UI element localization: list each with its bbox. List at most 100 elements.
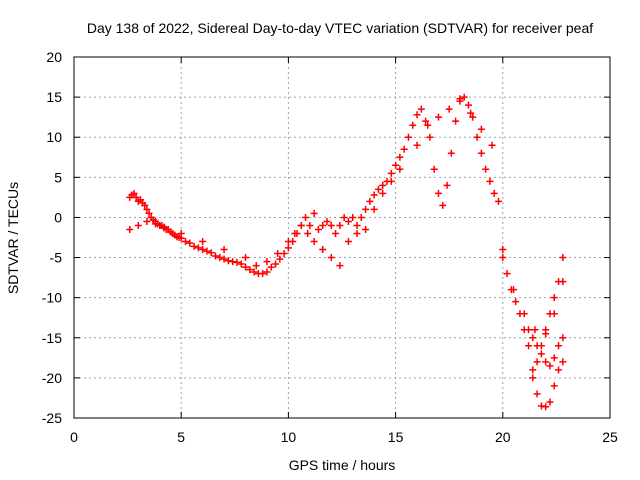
data-point (520, 310, 528, 318)
data-point (126, 225, 134, 233)
data-point (542, 358, 550, 366)
data-point (400, 145, 408, 153)
data-point (229, 258, 237, 266)
data-points (126, 93, 567, 411)
data-point (546, 310, 554, 318)
data-point (490, 189, 498, 197)
data-point (151, 220, 159, 228)
data-point (130, 189, 138, 197)
data-point (413, 141, 421, 149)
data-point (529, 366, 537, 374)
data-point (499, 246, 507, 254)
data-point (542, 403, 550, 411)
data-point (242, 263, 250, 271)
data-point (291, 229, 299, 237)
y-tick-label: 20 (46, 49, 62, 65)
data-point (237, 260, 245, 268)
data-point (259, 270, 267, 278)
data-point (263, 258, 271, 266)
data-point (387, 177, 395, 185)
data-point (512, 298, 520, 306)
data-point (362, 205, 370, 213)
data-point (533, 390, 541, 398)
data-point (555, 342, 563, 350)
data-point (396, 153, 404, 161)
data-point (314, 225, 322, 233)
data-point (447, 149, 455, 157)
data-point (186, 239, 194, 247)
data-point (495, 197, 503, 205)
data-point (469, 113, 477, 121)
y-tick-label: -25 (42, 410, 62, 426)
data-point (533, 358, 541, 366)
data-point (456, 97, 464, 105)
x-tick-label: 10 (281, 429, 297, 445)
data-point (134, 221, 142, 229)
data-point (357, 213, 365, 221)
data-point (434, 113, 442, 121)
data-point (531, 326, 539, 334)
data-point (546, 362, 554, 370)
data-point (344, 217, 352, 225)
data-point (190, 242, 198, 250)
data-point (529, 374, 537, 382)
data-point (353, 229, 361, 237)
data-point (370, 191, 378, 199)
data-point (374, 185, 382, 193)
x-tick-label: 0 (70, 429, 78, 445)
data-point (220, 255, 228, 263)
data-point (473, 133, 481, 141)
y-tick-label: 15 (46, 89, 62, 105)
data-point (274, 250, 282, 258)
data-point (362, 225, 370, 233)
x-tick-label: 15 (388, 429, 404, 445)
data-point (482, 165, 490, 173)
plot-frame (73, 56, 611, 419)
data-point (310, 209, 318, 217)
data-point (353, 221, 361, 229)
data-point (550, 294, 558, 302)
data-point (439, 201, 447, 209)
data-point (426, 133, 434, 141)
y-tick-label: -15 (42, 330, 62, 346)
data-point (327, 254, 335, 262)
y-tick-label: 5 (54, 169, 62, 185)
data-point (207, 249, 215, 257)
data-point (537, 350, 545, 358)
x-tick-label: 20 (495, 429, 511, 445)
data-point (216, 254, 224, 262)
data-point (336, 262, 344, 270)
data-point (302, 213, 310, 221)
data-point (559, 358, 567, 366)
x-axis-label: GPS time / hours (289, 457, 396, 473)
data-point (132, 193, 140, 201)
data-point (242, 254, 250, 262)
data-point (379, 189, 387, 197)
data-point (443, 181, 451, 189)
data-point (529, 334, 537, 342)
data-point (559, 254, 567, 262)
data-point (467, 109, 475, 117)
data-point (396, 165, 404, 173)
data-point (424, 121, 432, 129)
data-point (392, 161, 400, 169)
axis-ticks: 0 5 10 15 20 25 -25 -20 -15 -10 -5 0 5 10 15 20 (42, 49, 618, 445)
data-point (141, 201, 149, 209)
chart-title: Day 138 of 2022, Sidereal Day-to-day VTE… (87, 20, 593, 36)
data-point (143, 205, 151, 213)
data-point (143, 217, 151, 225)
data-point (499, 254, 507, 262)
grid-lines (74, 57, 610, 418)
data-point (452, 117, 460, 125)
data-point (486, 177, 494, 185)
y-tick-label: -20 (42, 370, 62, 386)
data-point (550, 382, 558, 390)
data-point (145, 209, 153, 217)
data-point (366, 197, 374, 205)
data-point (297, 221, 305, 229)
data-point (304, 229, 312, 237)
data-point (464, 101, 472, 109)
y-tick-label: -5 (50, 250, 63, 266)
data-point (387, 169, 395, 177)
